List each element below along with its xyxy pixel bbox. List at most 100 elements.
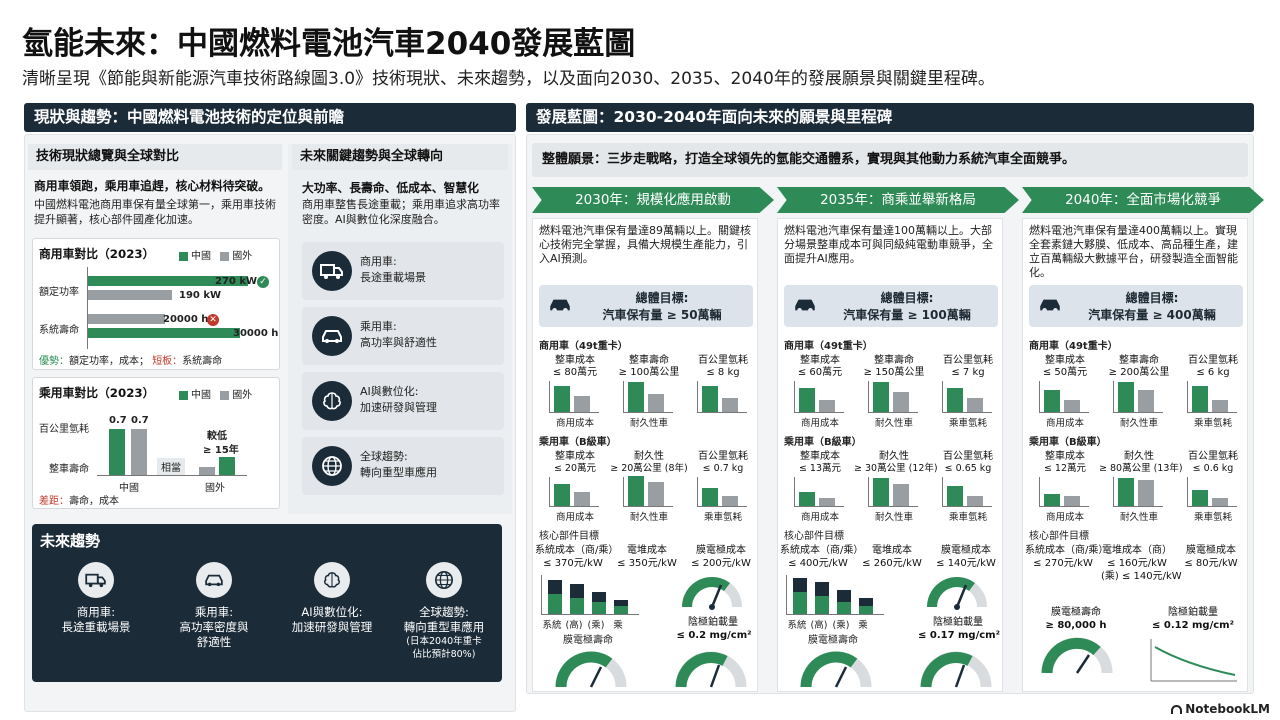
core-metric-value: ≤ 350元/kW bbox=[617, 558, 677, 569]
gauge2-value: ≤ 0.12 mg/cm² bbox=[1152, 620, 1234, 631]
goal-box: 總體目標: 汽車保有量 ≥ 400萬輛 bbox=[1029, 285, 1243, 327]
core-metric-value: ≤ 370元/kW bbox=[543, 558, 603, 569]
trend-line1: 乘用車: bbox=[194, 605, 234, 619]
future-card-desc: 轉向重型車應用 bbox=[360, 466, 437, 479]
adv-label: 優勢： bbox=[39, 356, 69, 367]
passenger-compare-box: 乘用車對比（2023） 中國 國外 百公里氫耗 整車壽命 0.7 0.7 相當 … bbox=[32, 377, 280, 509]
trend-line1: 商用車: bbox=[76, 605, 116, 619]
trend-line2: 加速研發與管理 bbox=[291, 620, 373, 634]
passenger-row2-label: 整車壽命 bbox=[49, 464, 89, 475]
gauge2-title: 陰極鉑載量 bbox=[1168, 607, 1218, 618]
commercial-foreign-life-bar bbox=[88, 328, 240, 338]
commercial-metric-caption: 乘車氫耗 bbox=[1193, 418, 1232, 429]
mini-bar-grey bbox=[648, 394, 664, 412]
passenger-label: 乘用車（B級車） bbox=[1029, 437, 1107, 448]
core-metric-value: ≤ 400元/kW bbox=[788, 558, 848, 569]
car-icon bbox=[1037, 296, 1063, 318]
mini-bar-green bbox=[1118, 478, 1134, 506]
passenger-x-foreign: 國外 bbox=[205, 483, 225, 494]
gauge-dial bbox=[800, 651, 872, 688]
mini-bar-green bbox=[947, 486, 963, 506]
core-stack-green bbox=[859, 606, 873, 614]
globe-icon bbox=[312, 446, 352, 486]
passenger-metric-title: 百公里氫耗 bbox=[943, 451, 993, 462]
commercial-label: 商用車（49t重卡） bbox=[1029, 341, 1118, 352]
passenger-metric-value: ≤ 0.6 kg bbox=[1192, 463, 1234, 474]
passenger-label: 乘用車（B級車） bbox=[539, 437, 617, 448]
mini-bar-green bbox=[873, 478, 889, 506]
passenger-mini-chart bbox=[1039, 477, 1089, 507]
core-stack-green bbox=[793, 592, 807, 614]
passenger-life-foreign-bar bbox=[199, 467, 215, 475]
truck-icon bbox=[78, 562, 114, 598]
gauge1-title: 膜電極壽命 bbox=[1051, 607, 1101, 618]
mini-bar-green bbox=[628, 382, 644, 412]
passenger-metric-caption: 乘車氫耗 bbox=[1193, 512, 1232, 523]
core-stack-green bbox=[815, 596, 829, 614]
commercial-compare-box: 商用車對比（2023） 中國 國外 額定功率 系統壽命 270 kW ✓ 190… bbox=[32, 238, 280, 370]
trend-line2: 轉向重型車應用 bbox=[403, 620, 485, 634]
check-icon: ✓ bbox=[257, 276, 269, 288]
gauge-dial bbox=[920, 651, 992, 688]
core-label: 核心部件目標 bbox=[784, 531, 844, 542]
passenger-mini-chart bbox=[868, 477, 918, 507]
trend-item-ai: AI與數位化: 加速研發與管理 bbox=[276, 562, 388, 635]
status-body: 中國燃料電池商用車保有量全球第一，乘用車技術提升顯著，核心部件國產化加速。 bbox=[34, 198, 276, 226]
passenger-life-cn-bar bbox=[219, 457, 235, 475]
commercial-mini-chart bbox=[1187, 381, 1237, 413]
page-subtitle: 清晰呈現《節能與新能源汽車技術路線圖3.0》技術現狀、未來趨勢，以及面向2030… bbox=[22, 69, 995, 89]
future-card-title: 全球趨勢: bbox=[360, 450, 408, 463]
core-metric-title: 系統成本（商/乘） bbox=[535, 545, 619, 556]
passenger-mini-chart bbox=[1187, 477, 1237, 507]
commercial-axis bbox=[87, 267, 88, 349]
passenger-compare-title: 乘用車對比（2023） bbox=[39, 386, 155, 400]
gauge-dial bbox=[927, 577, 987, 610]
cross-icon: ✕ bbox=[207, 314, 219, 326]
car-icon bbox=[547, 296, 573, 318]
core-label: 核心部件目標 bbox=[1029, 531, 1089, 542]
roadmap-column-2: 燃料電池汽車保有量達400萬輛以上。實現全套素鏈大夥膜、低成本、高品種生產，建立… bbox=[1022, 218, 1248, 692]
commercial-compare-title: 商用車對比（2023） bbox=[39, 247, 155, 261]
commercial-mini-chart bbox=[1039, 381, 1089, 413]
legend-foreign-swatch bbox=[220, 251, 230, 261]
commercial-metric-value: ≥ 200萬公里 bbox=[1108, 367, 1170, 378]
trend-line3: 舒適性 bbox=[196, 635, 232, 649]
legend-cn-swatch bbox=[179, 251, 188, 261]
gauge2-value: ≤ 0.17 mg/cm² bbox=[918, 630, 1000, 641]
passenger-cn-bar bbox=[109, 429, 125, 475]
notebook-icon bbox=[1171, 705, 1183, 714]
passenger-metric-caption: 耐久性車 bbox=[629, 512, 668, 523]
passenger-label: 乘用車（B級車） bbox=[784, 437, 862, 448]
core-chart-xlabel: (乘) bbox=[832, 620, 850, 631]
column-desc: 燃料電池汽車保有量達89萬輛以上。關鍵核心技術完全掌握，具備大規模生產能力，引入… bbox=[539, 224, 751, 265]
core-chart-xlabel: 系統 bbox=[542, 620, 562, 631]
column-desc: 燃料電池汽車保有量達400萬輛以上。實現全套素鏈大夥膜、低成本、高品種生產，建立… bbox=[1029, 224, 1238, 279]
car-icon bbox=[196, 562, 232, 598]
core-metric-title: 膜電極成本 bbox=[1186, 545, 1236, 556]
core-label: 核心部件目標 bbox=[539, 531, 599, 542]
future-body: 商用車整售長途重載；乘用車追求高功率密度。AI與數位化深度融合。 bbox=[302, 198, 500, 226]
passenger-metric-caption: 乘車氫耗 bbox=[948, 512, 987, 523]
commercial-metric-caption: 商用成本 bbox=[555, 418, 594, 429]
future-card-title: AI與數位化: bbox=[360, 385, 419, 398]
legend-cn: 中國 bbox=[191, 390, 211, 401]
legend-foreign-swatch bbox=[220, 390, 230, 400]
future-card-car: 乘用車: 高功率與舒適性 bbox=[302, 307, 504, 365]
commercial-metric-title: 整車成本 bbox=[1045, 355, 1085, 366]
footer-brand: NotebookLM bbox=[1171, 702, 1270, 716]
passenger-metric-value: ≤ 0.65 kg bbox=[944, 463, 992, 474]
commercial-metric-title: 整車成本 bbox=[555, 355, 595, 366]
gauge2-title: 陰極鉑載量 bbox=[688, 617, 738, 628]
vision-banner: 整體願景：三步走戰略，打造全球領先的氫能交通體系，實現與其他動力系統汽車全面競爭… bbox=[532, 143, 1248, 177]
passenger-mini-chart bbox=[942, 477, 992, 507]
commercial-mini-chart bbox=[794, 381, 844, 413]
legend-foreign: 國外 bbox=[232, 390, 253, 401]
mini-bar-grey bbox=[967, 398, 983, 412]
mini-bar-green bbox=[1118, 382, 1134, 412]
weak-label: 短板： bbox=[152, 356, 183, 367]
gauge-dial bbox=[1041, 637, 1113, 674]
core-chart-xlabel: 乘 bbox=[613, 620, 623, 631]
mini-bar-grey bbox=[893, 392, 909, 412]
left-section-header: 現狀與趨勢：中國燃料電池技術的定位與前瞻 bbox=[24, 103, 516, 132]
commercial-label: 商用車（49t重卡） bbox=[539, 341, 628, 352]
